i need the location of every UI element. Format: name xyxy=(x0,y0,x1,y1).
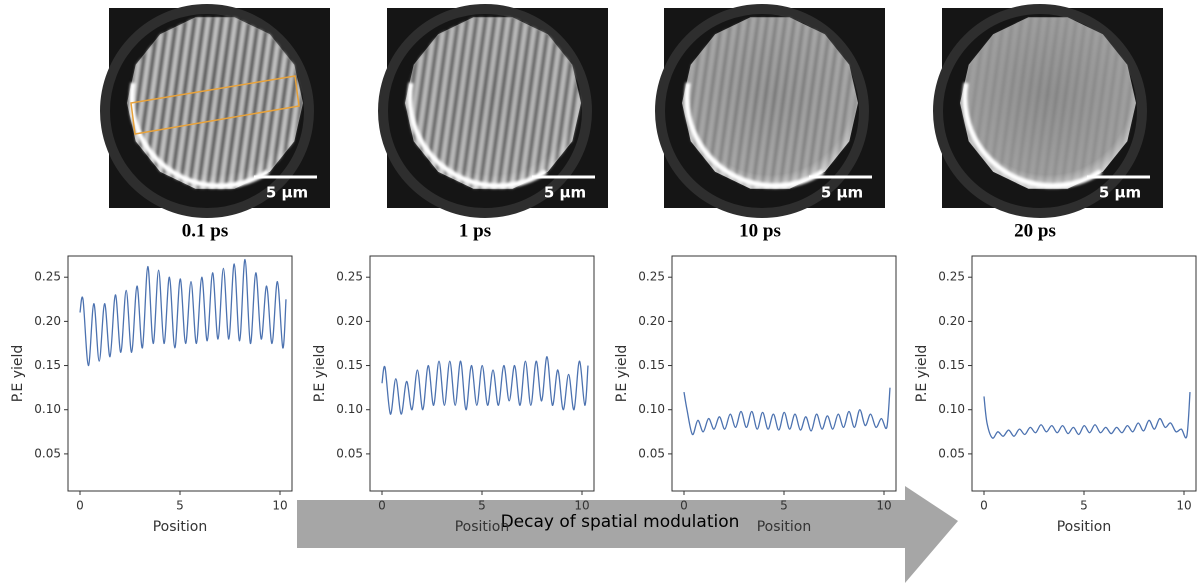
y-tick-label: 0.15 xyxy=(34,358,61,372)
y-tick-label: 0.05 xyxy=(336,446,363,460)
x-tick-label: 0 xyxy=(76,499,84,513)
x-axis-label: Position xyxy=(455,519,510,535)
y-tick-label: 0.20 xyxy=(336,314,363,328)
halo xyxy=(378,4,592,218)
bright-rim xyxy=(407,82,548,189)
arrow xyxy=(297,486,958,583)
selection-box xyxy=(130,75,300,135)
x-tick-label: 10 xyxy=(574,499,589,513)
x-tick-label: 10 xyxy=(876,499,891,513)
y-tick-label: 0.15 xyxy=(638,358,665,372)
x-axis-label: Position xyxy=(153,519,208,535)
panel-title: 10 ps xyxy=(739,220,781,241)
data-line xyxy=(683,387,891,436)
y-tick-label: 0.25 xyxy=(938,270,965,284)
plot-frame xyxy=(369,255,595,492)
data-line xyxy=(983,392,1191,439)
x-tick-label: 10 xyxy=(272,499,287,513)
halo xyxy=(933,4,1147,218)
y-tick-label: 0.25 xyxy=(336,270,363,284)
data-line xyxy=(381,356,589,415)
y-tick-label: 0.10 xyxy=(938,402,965,416)
panel-title: 1 ps xyxy=(459,220,491,241)
bright-rim xyxy=(962,82,1103,189)
y-tick-label: 0.05 xyxy=(938,446,965,460)
x-tick-label: 5 xyxy=(780,499,788,513)
y-tick-label: 0.10 xyxy=(336,402,363,416)
y-axis-label: P.E yield xyxy=(614,345,630,403)
y-tick-label: 0.25 xyxy=(34,270,61,284)
y-tick-label: 0.20 xyxy=(34,314,61,328)
y-axis-label: P.E yield xyxy=(312,345,328,403)
plot-frame xyxy=(671,255,897,492)
scale-bar-label: 5 µm xyxy=(266,184,308,202)
x-tick-label: 5 xyxy=(478,499,486,513)
y-tick-label: 0.15 xyxy=(938,358,965,372)
y-tick-label: 0.15 xyxy=(336,358,363,372)
x-tick-label: 0 xyxy=(378,499,386,513)
plot-frame xyxy=(67,255,293,492)
y-tick-label: 0.20 xyxy=(638,314,665,328)
x-tick-label: 0 xyxy=(980,499,988,513)
x-tick-label: 5 xyxy=(1080,499,1088,513)
halo xyxy=(100,4,314,218)
stripes xyxy=(682,17,858,189)
scale-bar-label: 5 µm xyxy=(821,184,863,202)
stripes xyxy=(127,17,303,189)
scale-bar-label: 5 µm xyxy=(544,184,586,202)
bright-rim xyxy=(129,82,270,189)
x-tick-label: 0 xyxy=(680,499,688,513)
x-tick-label: 5 xyxy=(176,499,184,513)
data-line xyxy=(79,258,287,367)
halo xyxy=(655,4,869,218)
stripes xyxy=(960,17,1136,189)
y-tick-label: 0.05 xyxy=(34,446,61,460)
y-tick-label: 0.10 xyxy=(34,402,61,416)
x-axis-label: Position xyxy=(757,519,812,535)
stripes xyxy=(405,17,581,189)
y-tick-label: 0.10 xyxy=(638,402,665,416)
bright-rim xyxy=(684,82,825,189)
micrographs: 5 µm 5 µm 5 µm 5 µm xyxy=(100,4,1163,218)
panel-title: 20 ps xyxy=(1014,220,1056,241)
plot-frame xyxy=(971,255,1197,492)
y-axis-label: P.E yield xyxy=(914,345,930,403)
y-axis-label: P.E yield xyxy=(10,345,26,403)
scale-bar-label: 5 µm xyxy=(1099,184,1141,202)
y-tick-label: 0.20 xyxy=(938,314,965,328)
y-tick-label: 0.25 xyxy=(638,270,665,284)
panel-title: 0.1 ps xyxy=(182,220,228,241)
y-tick-label: 0.05 xyxy=(638,446,665,460)
x-axis-label: Position xyxy=(1057,519,1112,535)
x-tick-label: 10 xyxy=(1176,499,1191,513)
arrow-label: Decay of spatial modulation xyxy=(501,512,740,532)
